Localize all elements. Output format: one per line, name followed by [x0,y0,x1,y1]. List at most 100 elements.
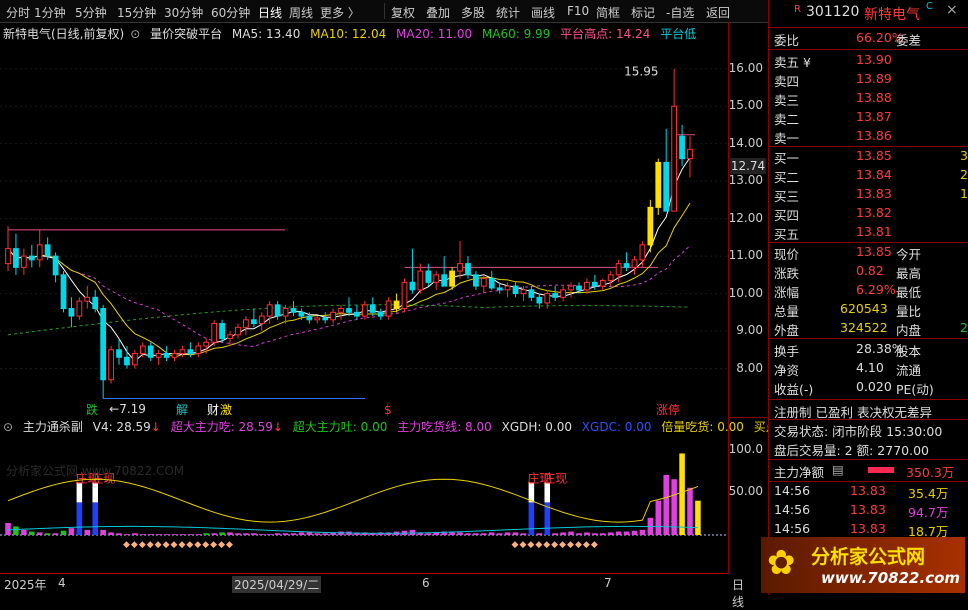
cell: 13.85 [856,244,892,259]
candle-body [369,304,376,313]
net-flow-menu-icon[interactable]: ▤ [832,462,844,477]
indicator-bar [60,530,67,535]
indicator-bar [473,533,479,535]
tab-1min[interactable]: 1分钟 [34,6,66,20]
cell: 股本 [896,344,922,359]
indicator-bar [258,534,265,535]
candle-body [258,315,265,325]
tick-row: 14:56 13.83 35.4万 [774,483,968,502]
zhuang-label: 庄现 [527,470,551,485]
watchlist-remove-button[interactable]: -自选 [666,6,695,20]
tab-60min[interactable]: 60分钟 [211,6,251,20]
quote-row: 总量 620543 量比 [774,301,968,320]
candle-body [385,300,392,317]
indicator-bar [124,534,130,535]
indicator-bar [433,532,440,535]
candle-body [591,281,598,287]
candle-body [282,308,289,317]
indicator-bar [44,533,51,535]
tick-row: 14:56 13.83 18.7万 [774,521,968,540]
price-tick: 15.00 [728,98,763,113]
overlay-button[interactable]: 叠加 [426,6,451,20]
indicator-bar [560,532,566,535]
indicator-bar [219,532,225,535]
tab-daily[interactable]: 日线 [258,6,283,20]
buy-diamond: ◆ [551,540,558,550]
cell: 涨幅 [774,285,800,300]
indicator-bar [457,532,463,535]
buy-diamond: ◆ [163,540,170,550]
candle-body [68,308,75,317]
tab-fenshi[interactable]: 分时 [6,6,31,20]
candle-body [433,274,440,283]
buy-diamond: ◆ [527,540,534,550]
candle-body [647,206,654,246]
candle-body [354,311,360,317]
cell: 净资 [774,363,800,378]
stats-button[interactable]: 统计 [496,6,521,20]
net-flow-bar [868,467,894,473]
tab-more[interactable]: 更多 〉 [320,6,360,20]
indicator-settings-icon[interactable]: ⊙ [3,420,14,434]
indicator-bar [282,533,289,535]
candle-body [568,285,574,291]
indicator-bar [552,533,558,535]
indicator-bar [140,534,146,535]
webi-row: 委比 66.20% 委差 [774,30,922,48]
indicator-bar [544,502,551,535]
tick-price: 13.83 [850,502,886,517]
super-main-eat-value: 超大主力吃: 28.59 [170,420,273,434]
cell: 4.10 [856,360,884,375]
event-marker: 跌 [86,402,98,416]
candle-body [44,244,51,257]
indicator-title[interactable]: 主力通杀副 [22,420,83,434]
candle-body [544,293,551,304]
mark-button[interactable]: 标记 [631,6,656,20]
tab-30min[interactable]: 30分钟 [164,6,204,20]
quote-row: 现价 13.85 今开 [774,244,968,263]
indicator-bar [631,530,638,535]
draw-line-button[interactable]: 画线 [531,6,556,20]
formula-name[interactable]: 量价突破平台 [150,27,223,41]
candle-body [108,349,114,381]
tab-15min[interactable]: 15分钟 [117,6,157,20]
v4-value: V4: 28.59 [92,420,151,434]
candle-body [124,356,130,366]
indicator-bar [68,528,75,535]
cell: 现价 [774,247,800,262]
multi-stock-button[interactable]: 多股 [461,6,486,20]
tab-weekly[interactable]: 周线 [289,6,314,20]
candle-body [346,308,352,313]
formula-settings-icon[interactable]: ⊙ [130,27,141,41]
cell: 流通 [896,363,922,378]
price-tick: 11.00 [728,248,763,263]
period-label[interactable]: 日线 [732,578,745,609]
tab-5min[interactable]: 5分钟 [75,6,107,20]
f10-button[interactable]: F10 [567,4,590,18]
cell: 涨跌 [774,266,800,281]
back-button[interactable]: 返回 [706,6,731,20]
zhuang-label: 庄现 [91,470,115,485]
candle-body [488,278,495,289]
stock-name[interactable]: 新特电气 [864,7,920,23]
simple-frame-button[interactable]: 简框 [596,6,621,20]
event-marker: 涨停 [656,402,680,416]
candle-body [60,274,67,310]
candle-body [599,279,606,287]
stock-code: 301120 [806,4,860,20]
cell: 最低 [896,285,922,300]
buy-diamond: ◆ [535,540,542,550]
indicator-bar [576,533,582,535]
candlestick-chart[interactable]: 15.95 ←7.19 跌 解 财激 $ 涨停 [0,40,728,416]
candle-body [195,345,202,355]
indicator-bar [29,531,35,535]
candle-body [100,308,107,381]
indicator-bar [599,533,606,535]
close-icon[interactable]: × [946,2,958,18]
candle-body [155,353,162,358]
cell: 外盘 [774,323,800,338]
candle-body [687,148,693,160]
restore-rights-button[interactable]: 复权 [391,6,416,20]
indicator-bar [655,500,662,535]
